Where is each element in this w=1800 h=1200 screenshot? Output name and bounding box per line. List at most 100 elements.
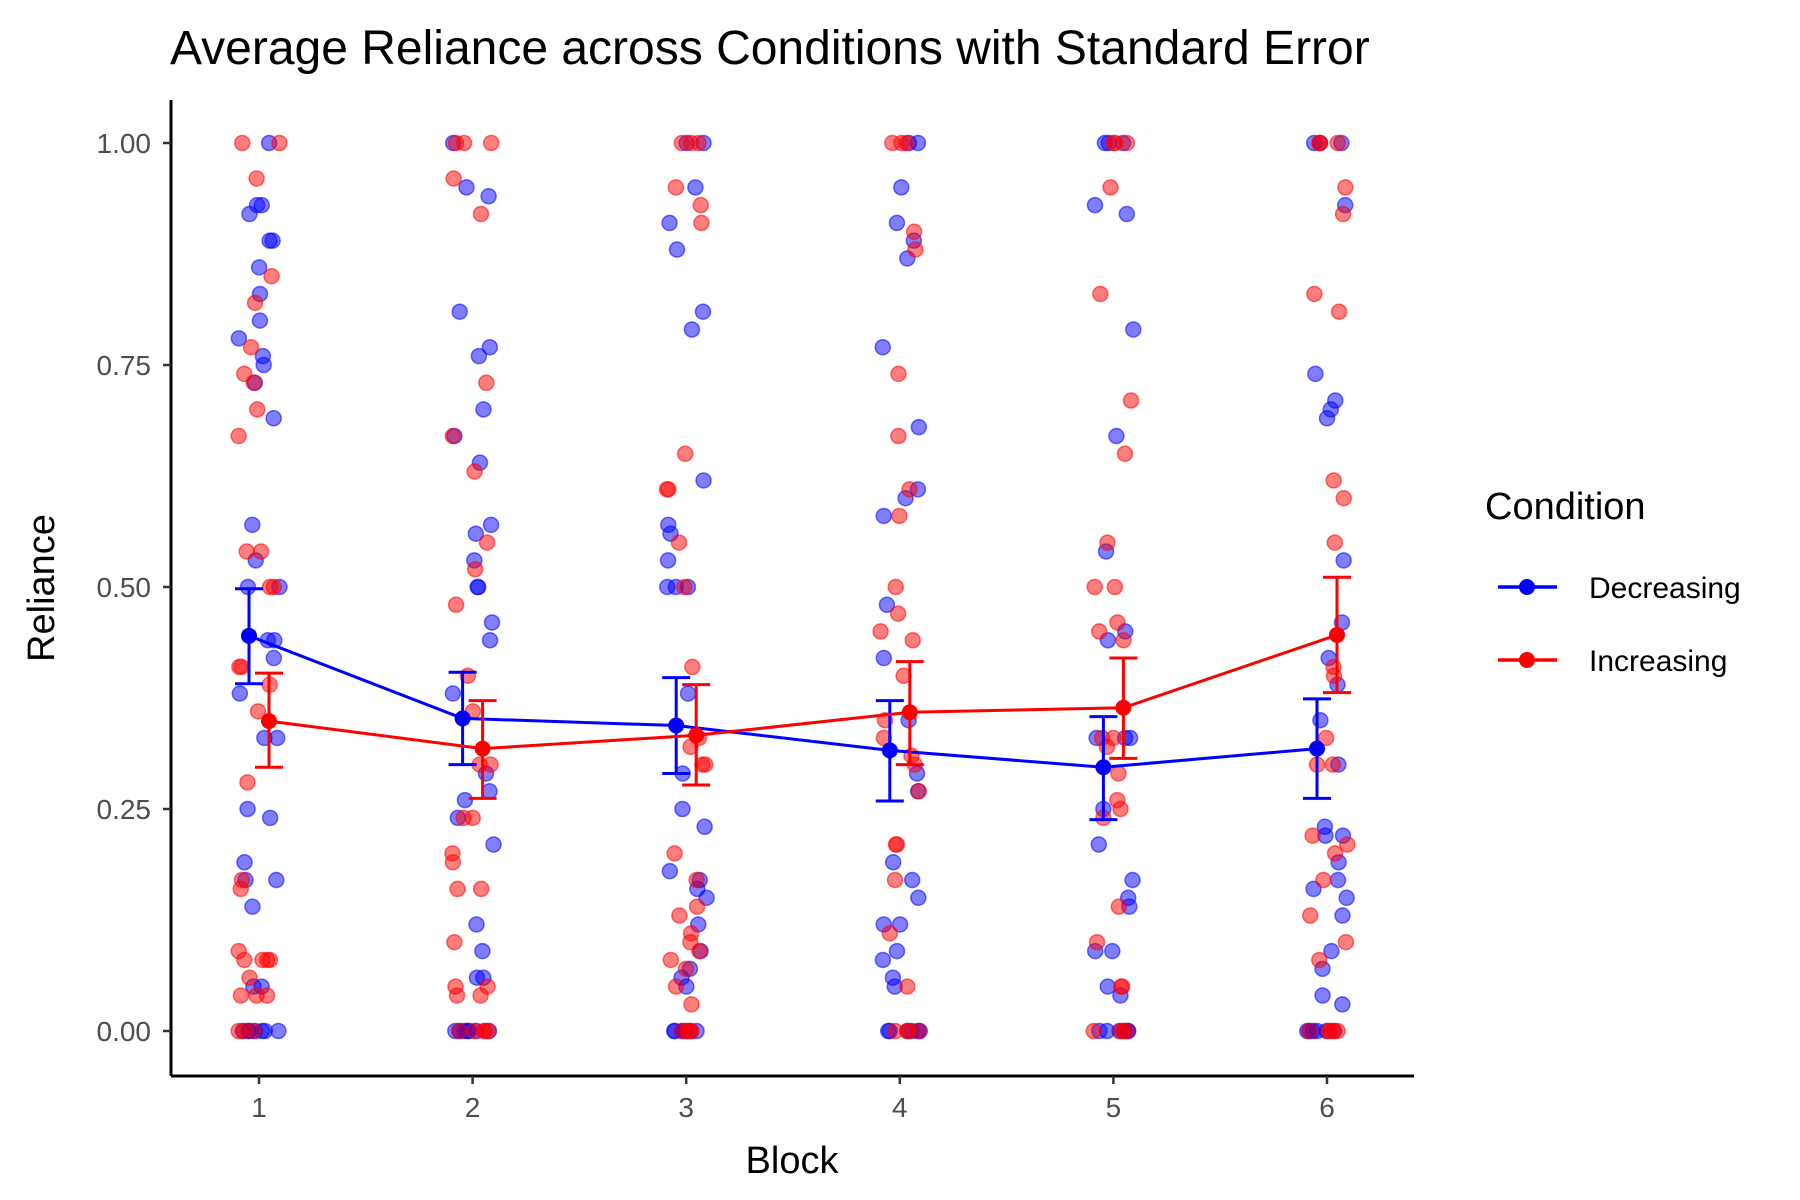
- y-tick-label: 0.25: [97, 794, 152, 825]
- data-point: [1099, 534, 1116, 551]
- data-point: [475, 401, 492, 418]
- data-point: [872, 623, 889, 640]
- mean-point: [1329, 626, 1345, 643]
- data-point: [446, 933, 463, 951]
- data-point: [1102, 179, 1119, 196]
- data-point: [874, 338, 892, 356]
- data-point: [456, 791, 474, 809]
- data-point: [1116, 445, 1134, 463]
- data-point: [893, 179, 910, 196]
- data-point: [891, 916, 909, 933]
- data-point: [1337, 179, 1354, 196]
- data-point: [1090, 623, 1108, 640]
- data-point: [1118, 205, 1136, 223]
- x-axis-ticks: 1 2 3 4 5 6: [251, 1076, 1335, 1123]
- data-point: [232, 987, 250, 1004]
- data-point: [1335, 489, 1352, 507]
- legend-key-point: [1519, 579, 1535, 595]
- data-point: [658, 481, 676, 498]
- chart-title: Average Reliance across Conditions with …: [170, 22, 1370, 75]
- mean-point: [901, 704, 918, 721]
- data-point: [887, 1022, 904, 1040]
- data-point: [1086, 578, 1103, 596]
- data-point: [878, 596, 896, 614]
- data-point: [679, 685, 697, 702]
- x-tick-label: 5: [1106, 1092, 1122, 1123]
- data-point: [265, 410, 282, 427]
- data-point: [907, 241, 924, 258]
- data-point: [1106, 578, 1124, 596]
- data-point: [246, 294, 264, 312]
- legend: Decreasing Increasing: [1498, 572, 1741, 678]
- data-point: [1326, 845, 1344, 862]
- data-point: [444, 685, 462, 702]
- data-point: [1304, 827, 1321, 844]
- data-point: [910, 1022, 928, 1040]
- data-point: [1106, 134, 1124, 152]
- data-point: [1337, 933, 1355, 951]
- data-point: [875, 649, 893, 667]
- data-point: [661, 214, 678, 232]
- y-tick-label: 0.50: [97, 572, 152, 603]
- data-point: [904, 632, 922, 649]
- data-point: [238, 543, 255, 560]
- data-point: [1326, 534, 1344, 551]
- data-point: [1098, 738, 1116, 756]
- data-point: [1110, 765, 1127, 782]
- data-point: [1311, 951, 1328, 969]
- data-point: [1112, 800, 1129, 818]
- mean-point: [241, 627, 257, 644]
- data-point: [677, 960, 695, 978]
- data-point: [886, 871, 904, 889]
- data-point: [1325, 667, 1343, 685]
- data-point: [268, 729, 286, 747]
- data-point: [245, 1022, 263, 1040]
- mean-line: [248, 634, 1318, 769]
- data-point: [881, 925, 899, 942]
- data-point: [1092, 285, 1109, 303]
- data-point: [1104, 942, 1121, 960]
- data-point: [695, 472, 712, 489]
- data-point: [688, 898, 706, 915]
- data-point: [910, 889, 927, 907]
- data-point: [891, 507, 908, 525]
- data-point: [244, 516, 261, 534]
- data-point: [249, 401, 266, 418]
- data-point: [661, 862, 679, 880]
- data-point: [242, 338, 260, 356]
- series-points-decreasing: [230, 134, 1355, 1040]
- mean-point: [454, 710, 471, 727]
- data-point: [1317, 729, 1335, 747]
- data-point: [1339, 836, 1356, 853]
- data-point: [1301, 907, 1319, 924]
- mean-point: [474, 740, 491, 757]
- data-point: [450, 1022, 468, 1040]
- data-point: [444, 854, 462, 871]
- data-point: [261, 578, 279, 596]
- data-point: [674, 800, 691, 818]
- data-point: [480, 188, 497, 205]
- data-point: [889, 605, 907, 622]
- data-point: [676, 445, 694, 463]
- data-point: [259, 951, 276, 969]
- data-point: [478, 534, 496, 551]
- data-point: [255, 356, 272, 374]
- x-tick-label: 1: [251, 1092, 267, 1123]
- data-point: [1118, 1022, 1135, 1040]
- y-axis-ticks: 0.00 0.25 0.50 0.75 1.00: [97, 128, 171, 1047]
- data-point: [249, 703, 267, 720]
- data-point: [239, 774, 256, 791]
- data-point: [875, 507, 893, 525]
- data-point: [683, 996, 700, 1013]
- data-point: [1312, 711, 1329, 729]
- data-point: [899, 978, 916, 995]
- data-point: [1086, 196, 1104, 214]
- data-point: [451, 303, 468, 320]
- data-point: [687, 179, 704, 196]
- data-point: [692, 196, 710, 214]
- data-point: [1306, 285, 1323, 303]
- data-point: [470, 347, 488, 365]
- data-point: [250, 259, 268, 276]
- data-point: [1307, 365, 1324, 383]
